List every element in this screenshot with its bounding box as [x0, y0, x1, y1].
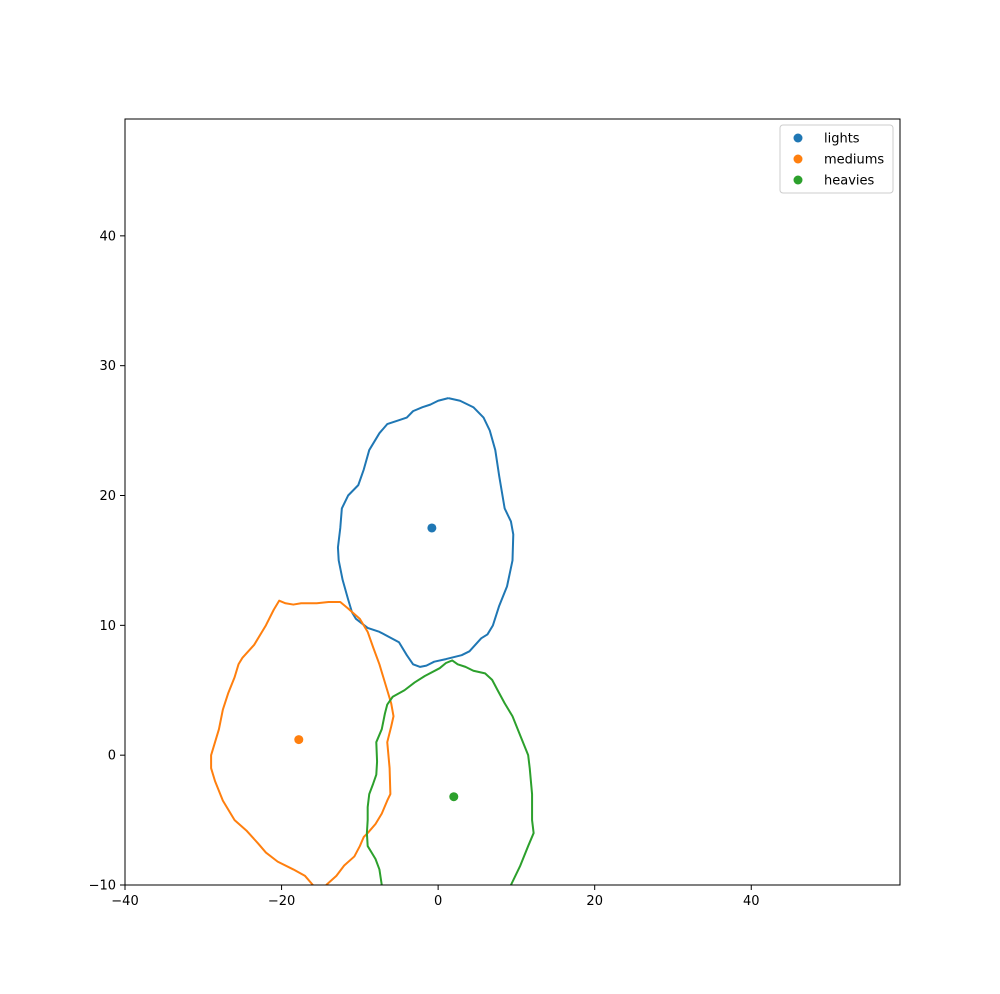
legend-label-lights: lights	[824, 132, 860, 147]
plot-frame	[124, 118, 901, 886]
legend-label-mediums: mediums	[824, 153, 884, 168]
series-contour-lights	[336, 397, 515, 668]
series-point-heavies	[449, 792, 459, 802]
series-point-lights	[427, 523, 437, 533]
legend-marker-mediums	[793, 154, 803, 164]
plot-area	[125, 119, 900, 885]
legend-marker-lights	[793, 133, 803, 143]
legend-label-heavies: heavies	[824, 174, 875, 189]
y-tick-label: 10	[99, 619, 116, 634]
x-tick-label: 40	[743, 894, 760, 909]
legend-box	[779, 124, 894, 194]
series-point-mediums	[294, 735, 304, 745]
y-axis: −10 0 10 20 30 40	[89, 229, 125, 894]
y-tick-label: 40	[99, 229, 116, 244]
x-tick-label: 0	[434, 894, 442, 909]
y-tick-label: 0	[108, 749, 116, 764]
series-contour-mediums	[210, 599, 395, 885]
x-axis: −40 −20 0 20 40	[111, 885, 760, 909]
x-tick-label: 20	[586, 894, 603, 909]
x-tick-label: −40	[111, 894, 138, 909]
y-tick-label: 30	[99, 359, 116, 374]
series-contour-heavies	[365, 659, 535, 885]
legend: lights mediums heavies	[779, 124, 894, 194]
x-tick-label: −20	[268, 894, 295, 909]
series-layer	[210, 397, 535, 885]
y-tick-label: −10	[89, 879, 116, 894]
legend-marker-heavies	[793, 175, 803, 185]
y-tick-label: 20	[99, 489, 116, 504]
